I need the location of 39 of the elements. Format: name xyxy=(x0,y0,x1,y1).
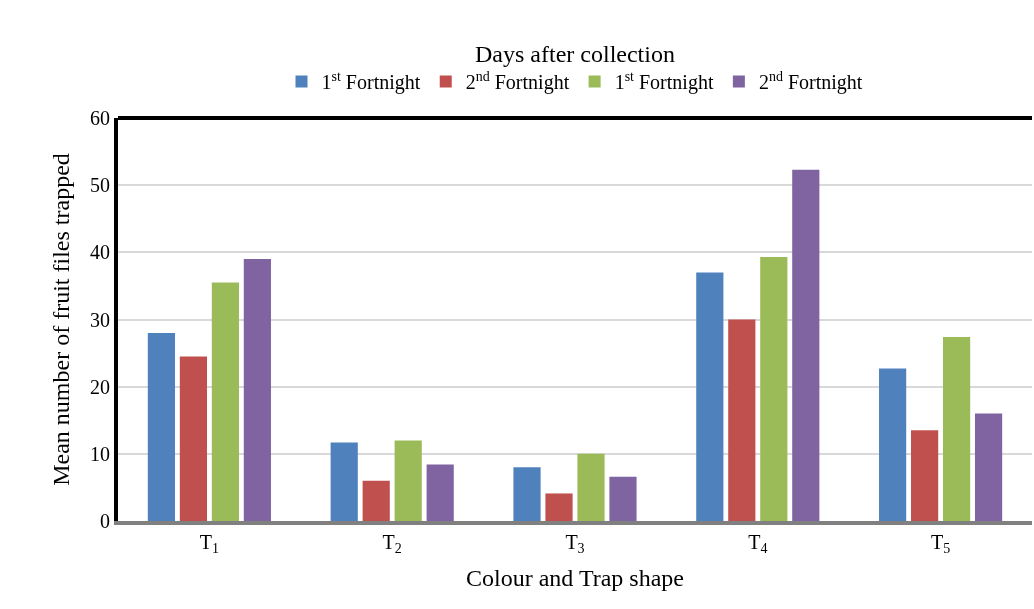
bar xyxy=(696,272,724,521)
bar xyxy=(513,467,541,521)
bar xyxy=(394,440,422,521)
bar xyxy=(943,336,971,521)
y-tick-label: 30 xyxy=(90,308,110,331)
y-tick-label: 10 xyxy=(90,442,110,465)
legend-title: Days after collection xyxy=(475,41,675,68)
bar xyxy=(879,368,907,521)
bar xyxy=(792,169,820,521)
legend-label: 1$^{st}$ Fortnight xyxy=(614,68,714,95)
y-tick-label: 40 xyxy=(90,241,110,264)
bar xyxy=(179,356,207,521)
bar xyxy=(974,413,1003,521)
x-tick-label: T$_{3}$ xyxy=(565,531,585,557)
x-axis-title: Colour and Trap shape xyxy=(466,565,684,591)
y-axis-title: Mean number of fruit files trapped xyxy=(47,153,74,486)
x-tick-label: T$_{2}$ xyxy=(382,531,402,557)
legend-label: 2$^{nd}$ Fortnight xyxy=(758,68,863,95)
bar xyxy=(911,430,939,521)
legend-label: 2$^{nd}$ Fortnight xyxy=(465,68,570,95)
x-tick-label: T$_{5}$ xyxy=(930,531,951,557)
y-tick-label: 50 xyxy=(90,174,110,197)
bar xyxy=(609,476,637,521)
bar xyxy=(760,257,788,521)
bar xyxy=(211,282,239,521)
x-tick-label: T$_{1}$ xyxy=(199,531,220,557)
y-tick-label: 60 xyxy=(90,107,110,129)
bar xyxy=(330,442,358,521)
bar xyxy=(362,480,390,521)
x-tick-label: T$_{4}$ xyxy=(748,531,768,557)
bar xyxy=(147,332,176,521)
bar xyxy=(243,259,271,521)
legend-label: 1$^{st}$ Fortnight xyxy=(321,68,421,95)
y-tick-label: 0 xyxy=(100,510,110,532)
bar xyxy=(577,453,605,521)
bar xyxy=(545,493,573,521)
bar xyxy=(728,319,756,521)
bar xyxy=(426,464,454,521)
y-tick-label: 20 xyxy=(90,375,110,398)
